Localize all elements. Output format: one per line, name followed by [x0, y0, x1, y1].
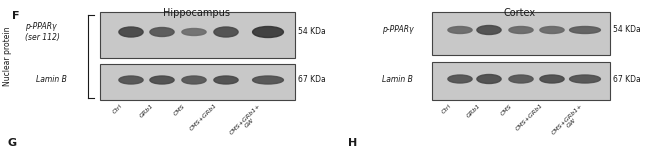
Ellipse shape	[509, 27, 533, 33]
Text: Ctrl: Ctrl	[441, 103, 452, 115]
Ellipse shape	[253, 27, 283, 38]
Text: Cortex: Cortex	[504, 8, 536, 18]
Ellipse shape	[119, 76, 143, 84]
Ellipse shape	[569, 27, 601, 33]
Bar	[432, 12, 610, 55]
Text: 54 KDa: 54 KDa	[613, 26, 641, 35]
Text: CMS+GRb1: CMS+GRb1	[189, 103, 218, 132]
Ellipse shape	[540, 27, 564, 33]
Text: H: H	[348, 138, 358, 148]
Ellipse shape	[477, 75, 501, 84]
Ellipse shape	[477, 26, 501, 35]
Text: CMS: CMS	[500, 103, 514, 116]
Bar	[432, 62, 610, 100]
Bar	[100, 12, 295, 58]
Text: CMS: CMS	[174, 103, 187, 116]
Text: CMS+GRb1: CMS+GRb1	[515, 103, 545, 132]
Text: p-PPARγ
(ser 112): p-PPARγ (ser 112)	[25, 22, 60, 42]
Ellipse shape	[150, 76, 174, 84]
Ellipse shape	[253, 76, 283, 84]
Text: p-PPARγ: p-PPARγ	[382, 26, 413, 35]
Ellipse shape	[569, 75, 601, 83]
Text: Nuclear protein: Nuclear protein	[3, 26, 12, 86]
Text: CMS+GRb1+
GW: CMS+GRb1+ GW	[551, 103, 588, 140]
Text: G: G	[8, 138, 17, 148]
Ellipse shape	[214, 27, 238, 37]
Text: GRb1: GRb1	[139, 103, 155, 119]
Bar	[100, 64, 295, 100]
Ellipse shape	[448, 75, 472, 83]
Text: Lamin B: Lamin B	[382, 75, 413, 84]
Text: GRb1: GRb1	[466, 103, 482, 119]
Text: Ctrl: Ctrl	[112, 103, 124, 115]
Ellipse shape	[540, 75, 564, 83]
Text: 67 KDa: 67 KDa	[298, 75, 326, 84]
Text: F: F	[12, 11, 20, 21]
Ellipse shape	[448, 27, 472, 33]
Ellipse shape	[509, 75, 533, 83]
Ellipse shape	[182, 29, 206, 35]
Ellipse shape	[182, 76, 206, 84]
Text: 67 KDa: 67 KDa	[613, 75, 641, 84]
Text: Lamin B: Lamin B	[36, 75, 67, 84]
Ellipse shape	[119, 27, 143, 37]
Text: CMS+GRb1+
GW: CMS+GRb1+ GW	[229, 103, 266, 140]
Ellipse shape	[150, 27, 174, 36]
Text: 54 KDa: 54 KDa	[298, 27, 326, 36]
Ellipse shape	[214, 76, 238, 84]
Text: Hippocampus: Hippocampus	[164, 8, 231, 18]
